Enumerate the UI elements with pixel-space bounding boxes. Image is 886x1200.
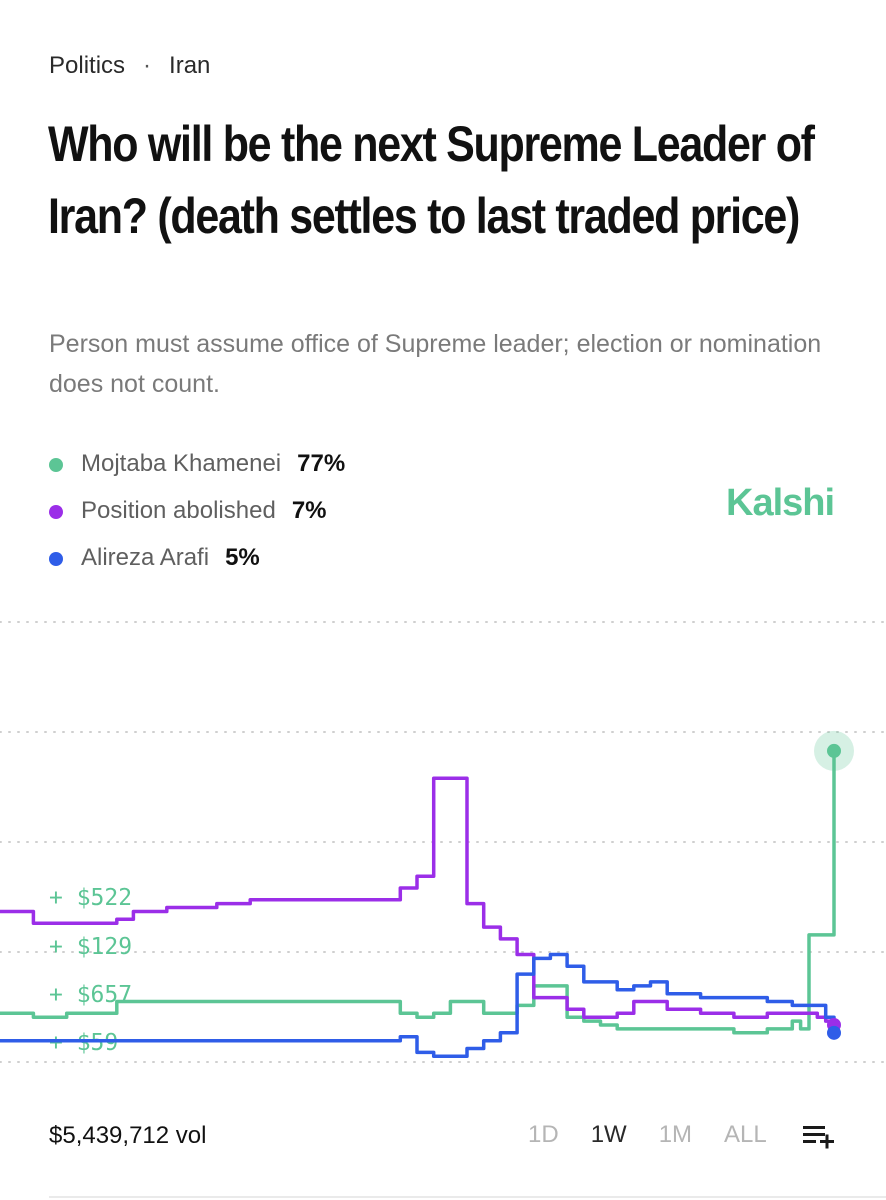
- end-marker-mojtaba-khamenei[interactable]: [827, 743, 841, 758]
- legend-value: 77%: [297, 449, 346, 477]
- range-1d[interactable]: 1D: [528, 1121, 559, 1148]
- chart-grid: [0, 621, 886, 1063]
- breadcrumb-separator: ·: [143, 52, 152, 79]
- page-title: Who will be the next Supreme Leader of I…: [48, 116, 815, 244]
- legend-item-position-abolished[interactable]: Position abolished 7%: [49, 487, 345, 534]
- legend-label: Alireza Arafi: [81, 543, 210, 571]
- breadcrumb-category[interactable]: Politics: [49, 52, 126, 79]
- trade-annotation: + $657: [49, 982, 132, 1008]
- legend-swatch: [49, 551, 63, 566]
- trade-annotation: + $129: [49, 934, 132, 960]
- legend-swatch: [49, 457, 63, 472]
- breadcrumb: Politics · Iran: [49, 52, 210, 80]
- chart-legend: Mojtaba Khamenei 77% Position abolished …: [49, 440, 345, 581]
- volume-label: $5,439,712 vol: [49, 1122, 207, 1149]
- trade-annotation: + $522: [49, 885, 132, 911]
- kalshi-logo: Kalshi: [726, 482, 835, 524]
- legend-item-mojtaba-khamenei[interactable]: Mojtaba Khamenei 77%: [49, 440, 345, 487]
- range-all[interactable]: ALL: [724, 1121, 767, 1148]
- series-line-alireza-arafi: [0, 952, 836, 1059]
- legend-value: 5%: [225, 543, 260, 571]
- chart-series: [0, 750, 836, 1059]
- series-line-position-abolished: [0, 776, 836, 1025]
- breadcrumb-subcategory[interactable]: Iran: [169, 52, 211, 79]
- legend-label: Position abolished: [81, 496, 276, 524]
- trade-annotation: + $59: [49, 1030, 118, 1056]
- market-rules-text: Person must assume office of Supreme lea…: [49, 330, 822, 398]
- legend-label: Mojtaba Khamenei: [81, 449, 282, 477]
- bottom-divider: [49, 1196, 886, 1198]
- legend-value: 7%: [291, 496, 327, 524]
- end-marker-alireza-arafi[interactable]: [827, 1025, 841, 1040]
- legend-swatch: [49, 504, 63, 519]
- time-range-selector: 1D 1W 1M ALL: [528, 1121, 837, 1149]
- legend-item-alireza-arafi[interactable]: Alireza Arafi 5%: [49, 534, 345, 581]
- trade-annotations: + $522 + $129 + $657 + $59: [49, 885, 132, 1056]
- series-line-mojtaba-khamenei: [0, 750, 836, 1035]
- price-history-chart: + $522 + $129 + $657 + $59: [0, 621, 886, 1063]
- range-1w[interactable]: 1W: [590, 1121, 627, 1148]
- add-to-list-icon[interactable]: [802, 1121, 837, 1149]
- range-1m[interactable]: 1M: [658, 1121, 693, 1148]
- chart-end-markers: [814, 730, 854, 1040]
